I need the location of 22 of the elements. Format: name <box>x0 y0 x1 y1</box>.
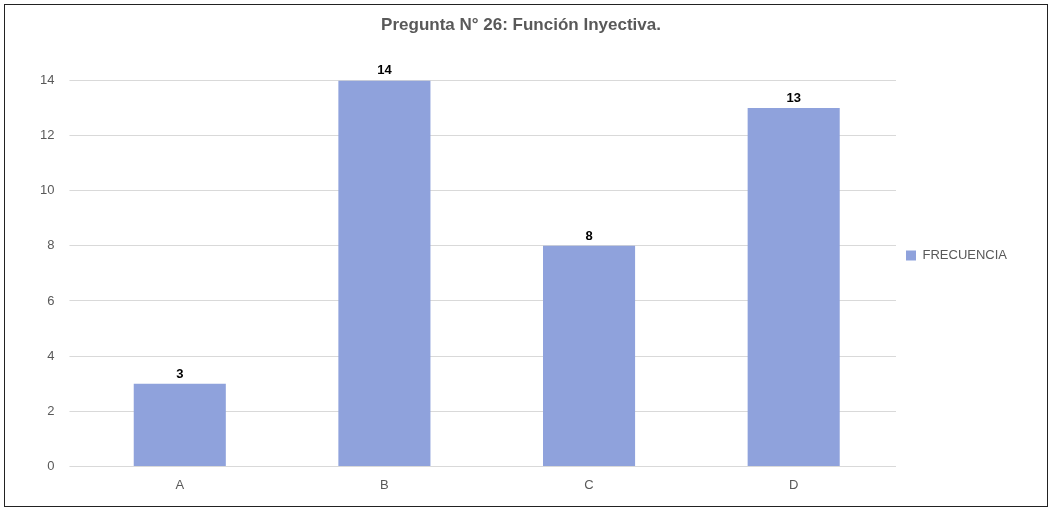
bar <box>133 383 226 466</box>
bar <box>543 245 636 466</box>
x-tick-label: A <box>175 476 185 492</box>
y-tick-label: 12 <box>39 127 55 143</box>
bar <box>338 80 431 466</box>
y-tick-label: 0 <box>47 457 55 473</box>
y-tick-label: 4 <box>47 347 55 363</box>
x-tick-label: B <box>380 476 389 492</box>
y-tick-label: 10 <box>39 182 55 198</box>
data-label: 3 <box>176 365 184 381</box>
bar <box>747 107 840 466</box>
x-tick-label: C <box>584 476 594 492</box>
y-tick-label: 2 <box>47 402 55 418</box>
y-tick-label: 8 <box>47 237 55 253</box>
data-label: 8 <box>585 227 593 243</box>
data-label: 13 <box>786 90 801 106</box>
y-tick-label: 6 <box>47 292 55 308</box>
y-tick-label: 14 <box>39 71 55 87</box>
chart-title: Pregunta N° 26: Función Inyectiva. <box>381 14 661 34</box>
x-tick-label: D <box>788 476 799 492</box>
legend-label: FRECUENCIA <box>922 247 1008 263</box>
data-label: 14 <box>377 62 393 78</box>
